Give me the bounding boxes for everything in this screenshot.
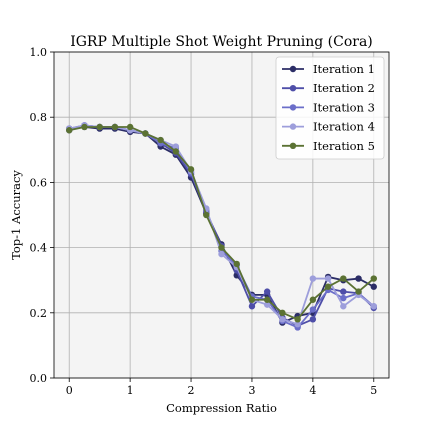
data-point xyxy=(340,288,347,295)
legend-label: Iteration 2 xyxy=(313,81,375,95)
data-point xyxy=(248,296,256,303)
x-tick-label: 0 xyxy=(66,384,73,397)
y-tick-label: 0.0 xyxy=(30,372,48,385)
data-point xyxy=(370,303,377,310)
y-tick-label: 0.8 xyxy=(30,111,48,124)
legend-swatch-marker xyxy=(289,65,297,73)
y-tick-label: 0.6 xyxy=(30,176,48,189)
data-point xyxy=(81,123,88,131)
data-point xyxy=(263,301,271,308)
legend-swatch-marker xyxy=(289,85,297,92)
legend-swatch-marker xyxy=(289,123,297,130)
data-point xyxy=(294,321,301,328)
data-point xyxy=(263,288,271,295)
x-tick-label: 1 xyxy=(127,384,134,397)
legend-item: Iteration 1 xyxy=(282,62,375,76)
data-point xyxy=(324,275,332,282)
legend-label: Iteration 4 xyxy=(313,120,375,134)
x-axis-title: Compression Ratio xyxy=(166,401,277,415)
data-point xyxy=(370,283,377,290)
y-tick-label: 0.4 xyxy=(30,242,48,255)
data-point xyxy=(218,244,225,251)
legend-label: Iteration 5 xyxy=(313,139,375,153)
x-tick-label: 2 xyxy=(188,384,195,397)
data-point xyxy=(355,288,362,295)
data-point xyxy=(126,123,134,131)
legend-item: Iteration 2 xyxy=(282,81,375,95)
data-point xyxy=(96,123,103,131)
data-point xyxy=(309,296,317,303)
x-tick-label: 3 xyxy=(248,384,255,397)
legend-item: Iteration 4 xyxy=(282,120,375,134)
data-point xyxy=(309,316,317,323)
data-point xyxy=(340,275,347,282)
legend-label: Iteration 1 xyxy=(313,62,375,76)
data-point xyxy=(218,250,225,258)
x-tick-label: 5 xyxy=(370,384,377,397)
data-point xyxy=(172,143,180,150)
data-point xyxy=(370,275,377,282)
legend-frame xyxy=(275,56,385,160)
data-point xyxy=(172,148,180,155)
data-point xyxy=(340,303,347,310)
data-point xyxy=(111,123,119,131)
ticks: 0 1 2 3 4 5 0.0 0.2 0.4 0.6 0.8 1.0 xyxy=(30,46,378,397)
data-point xyxy=(279,309,286,316)
legend-item: Iteration 5 xyxy=(282,139,375,153)
legend-label: Iteration 3 xyxy=(313,100,375,114)
legend-swatch-marker xyxy=(289,142,297,149)
data-point xyxy=(248,303,256,310)
y-tick-label: 1.0 xyxy=(30,46,48,59)
data-point xyxy=(279,316,286,323)
legend-swatch-marker xyxy=(289,104,297,111)
series-layer xyxy=(66,122,377,331)
legend: Iteration 1 Iteration 2 Iteration 3 Iterati… xyxy=(275,56,385,160)
data-point xyxy=(187,166,195,173)
data-point xyxy=(66,127,73,134)
data-point xyxy=(309,306,317,313)
chart-title: IGRP Multiple Shot Weight Pruning (Cora) xyxy=(70,34,373,50)
data-point xyxy=(203,211,210,219)
data-point xyxy=(142,130,149,137)
data-point xyxy=(324,283,332,290)
y-tick-label: 0.2 xyxy=(30,307,48,320)
data-point xyxy=(233,260,240,268)
data-point xyxy=(263,296,271,303)
data-point xyxy=(294,316,301,323)
y-axis-title: Top-1 Accuracy xyxy=(9,170,23,260)
series-5 xyxy=(66,123,377,323)
data-point xyxy=(157,136,164,144)
data-point xyxy=(309,275,317,282)
plot-frame xyxy=(53,51,390,379)
x-tick-label: 4 xyxy=(309,384,316,397)
data-point xyxy=(340,294,347,302)
legend-item: Iteration 3 xyxy=(282,100,375,114)
data-point xyxy=(355,275,362,282)
